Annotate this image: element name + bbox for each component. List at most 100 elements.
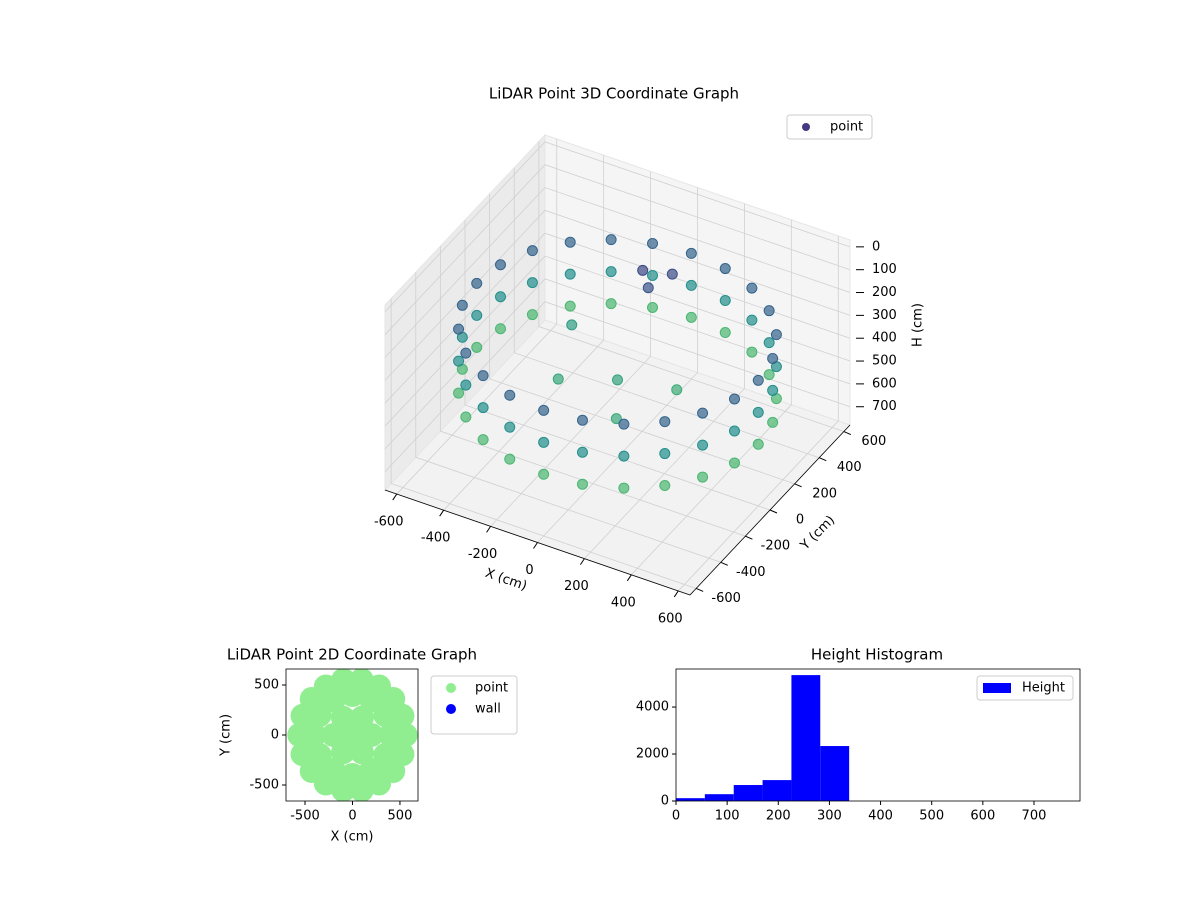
point xyxy=(685,279,697,291)
point xyxy=(659,416,671,428)
z-tick-label: 400 xyxy=(872,331,897,346)
y-tick-label: 600 xyxy=(861,434,886,449)
legend-box xyxy=(786,114,873,140)
x-tick-label: 0 xyxy=(348,809,356,824)
point xyxy=(526,309,538,321)
x-axis-label: X (cm) xyxy=(331,830,374,845)
point xyxy=(746,282,758,294)
point xyxy=(504,389,516,401)
point xyxy=(495,259,506,271)
point xyxy=(647,238,659,250)
y-tick-label: 4000 xyxy=(636,700,669,715)
y-axis xyxy=(689,424,851,596)
point xyxy=(746,346,758,358)
x-tick-label: 700 xyxy=(1022,809,1047,824)
point xyxy=(538,404,550,416)
point xyxy=(605,234,617,246)
y-tick xyxy=(843,431,852,435)
bar xyxy=(704,794,734,801)
grid-line xyxy=(631,219,792,576)
x-tick xyxy=(673,590,679,598)
point xyxy=(526,277,538,289)
y-tick-label: 0 xyxy=(271,728,279,743)
x-tick-label: -500 xyxy=(290,809,320,824)
legend-box xyxy=(976,675,1074,701)
point xyxy=(331,778,356,801)
x-tick-label: 600 xyxy=(658,611,683,626)
bar xyxy=(820,746,850,801)
point xyxy=(471,341,483,353)
point xyxy=(287,723,312,747)
point xyxy=(605,298,617,310)
legend-marker xyxy=(446,683,456,693)
legend-marker xyxy=(802,123,810,131)
x-axis-label: X (cm) xyxy=(483,566,529,594)
legend-label: point xyxy=(475,681,508,696)
point xyxy=(576,478,588,490)
point xyxy=(767,352,779,364)
point xyxy=(719,327,731,339)
point xyxy=(719,263,731,275)
y-tick-label: 2000 xyxy=(636,747,669,762)
x-tick-label: 600 xyxy=(970,809,995,824)
point xyxy=(504,421,516,433)
grid-line xyxy=(489,193,795,485)
z-tick-label: 700 xyxy=(872,399,897,414)
y-tick-label: 200 xyxy=(812,486,837,501)
y-axis-label: Y (cm) xyxy=(219,714,234,757)
x-tick xyxy=(580,558,585,565)
point xyxy=(685,247,697,259)
grid-line xyxy=(677,235,839,592)
grid-line xyxy=(384,141,851,313)
y-tick xyxy=(794,483,802,488)
x-tick-label: 400 xyxy=(611,595,636,610)
point xyxy=(685,311,697,323)
y-tick-label: -400 xyxy=(736,565,766,580)
x-tick-label: 200 xyxy=(766,809,791,824)
point xyxy=(659,448,671,460)
grid-line xyxy=(384,209,851,381)
x-tick-label: 100 xyxy=(715,809,740,824)
y-tick xyxy=(769,509,778,514)
point xyxy=(566,319,578,331)
grid-line xyxy=(513,167,820,459)
point xyxy=(504,453,516,465)
point xyxy=(453,323,465,335)
chart-title: Height Histogram xyxy=(811,646,943,664)
point xyxy=(647,301,659,313)
point xyxy=(767,416,779,428)
y-tick-label: 500 xyxy=(254,678,279,693)
x-tick-label: 0 xyxy=(525,563,533,578)
point xyxy=(564,268,576,280)
z-tick-label: 500 xyxy=(872,354,897,369)
grid-line xyxy=(415,272,721,563)
point xyxy=(719,295,731,307)
point xyxy=(752,406,764,418)
point xyxy=(576,414,588,426)
point xyxy=(526,245,538,257)
point xyxy=(605,266,617,278)
point xyxy=(642,282,654,294)
legend-label: point xyxy=(830,120,863,135)
x-tick-label: -200 xyxy=(468,547,498,562)
y-tick-label: 0 xyxy=(661,794,669,809)
x-tick-label: 300 xyxy=(817,809,842,824)
point xyxy=(538,436,550,448)
grid-line xyxy=(384,164,851,335)
point xyxy=(763,305,775,317)
x-tick xyxy=(392,493,398,501)
point xyxy=(453,355,465,367)
point xyxy=(538,468,550,480)
point xyxy=(349,669,374,692)
x-tick xyxy=(486,526,491,533)
point xyxy=(477,402,489,414)
chart-title: LiDAR Point 2D Coordinate Graph xyxy=(227,646,477,664)
point xyxy=(752,374,764,386)
point xyxy=(390,742,415,767)
point xyxy=(552,373,564,385)
grid-line xyxy=(384,232,851,404)
point xyxy=(495,291,506,303)
point xyxy=(564,300,576,312)
point xyxy=(564,236,576,248)
point xyxy=(460,379,472,391)
